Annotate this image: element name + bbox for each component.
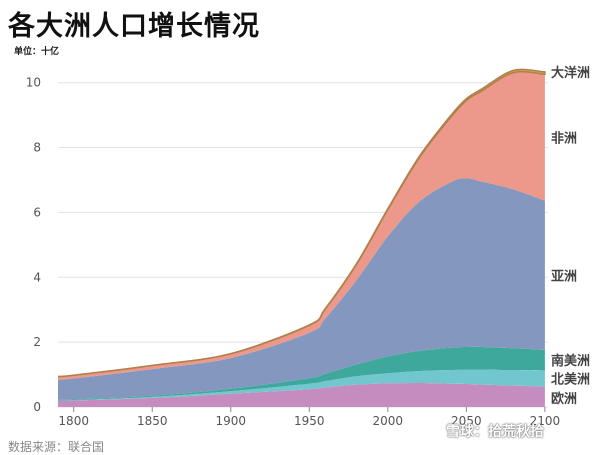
- series-label-4: 亚洲: [551, 269, 577, 284]
- area-2: [58, 369, 545, 401]
- x-tick-label: 1950: [294, 414, 325, 428]
- chart-title: 各大洲人口增长情况: [8, 11, 260, 42]
- y-tick-label: 4: [33, 270, 41, 284]
- source-note: 数据来源：联合国: [8, 440, 105, 454]
- x-tick-label: 1800: [58, 414, 89, 428]
- area-5: [58, 71, 545, 380]
- y-tick-label: 6: [33, 205, 41, 219]
- x-axis: 1800 1850 1900 1950 2000 2050 2100: [58, 407, 560, 428]
- series-label-3: 南美洲: [551, 353, 590, 369]
- x-tick-label: 1900: [215, 414, 246, 428]
- y-tick-label: 2: [33, 335, 41, 349]
- series-label-2: 北美洲: [551, 371, 590, 387]
- x-tick-label: 2000: [373, 414, 404, 428]
- area-6: [57, 68, 546, 378]
- series-label-5: 非洲: [551, 131, 577, 147]
- x-tick-label: 2050: [451, 414, 482, 428]
- series-label-6: 大洋洲: [551, 65, 590, 81]
- area-3: [58, 346, 545, 401]
- area-4: [58, 178, 545, 400]
- y-tick-label: 10: [26, 76, 41, 90]
- x-tick-label: 1850: [137, 414, 168, 428]
- y-tick-label: 8: [33, 141, 41, 155]
- y-axis: 0 2 4 6 8 10: [26, 76, 41, 414]
- area-1: [58, 382, 545, 407]
- y-tick-label: 0: [33, 400, 41, 414]
- series-labels: 欧洲 北美洲 南美洲 亚洲 非洲 大洋洲: [551, 65, 590, 407]
- series-label-1: 欧洲: [551, 391, 577, 407]
- watermark: 雪球：拾荒秋拾: [446, 424, 544, 440]
- unit-label: 单位：十亿: [14, 47, 60, 57]
- x-tick-label: 2100: [530, 414, 561, 428]
- area-series: [57, 68, 546, 407]
